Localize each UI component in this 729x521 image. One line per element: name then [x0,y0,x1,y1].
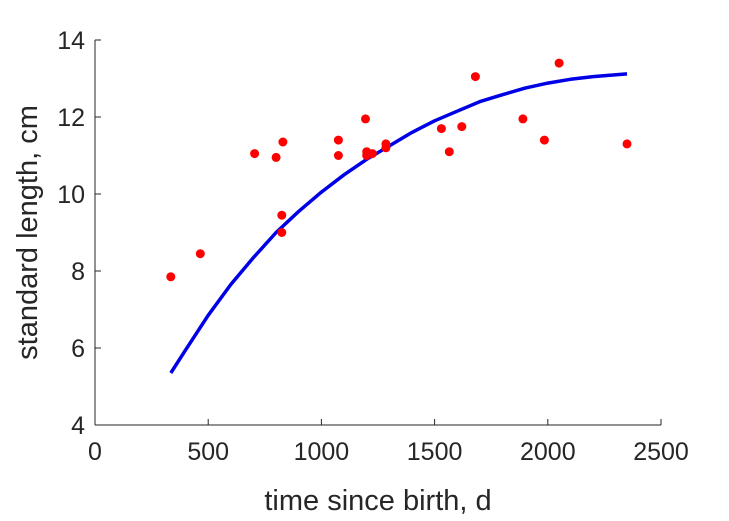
axes [94,40,661,426]
x-axis-ticks: 0 500 1000 1500 2000 2500 [88,419,689,466]
data-point [333,135,343,145]
data-point [444,147,454,157]
data-point [381,143,391,153]
data-point [518,114,528,124]
x-tick-label: 500 [187,438,229,466]
data-point [333,151,343,160]
data-point [539,135,549,145]
data-point [166,272,176,282]
x-tick-label: 1000 [294,438,350,466]
data-point [271,152,281,162]
data-point [622,139,632,149]
data-point [250,149,260,159]
data-point [436,124,446,134]
y-axis-label: standard length, cm [12,105,44,360]
x-tick-label: 2500 [633,438,689,466]
x-tick-label: 0 [88,438,102,466]
data-point [470,72,480,82]
data-point [457,122,467,132]
y-tick-label: 12 [57,104,85,132]
y-tick-label: 6 [71,335,85,363]
y-tick-label: 4 [71,412,85,440]
data-point [277,228,287,237]
y-tick-label: 14 [57,27,85,55]
y-tick-label: 8 [71,258,85,286]
data-points [166,58,632,282]
data-point [554,58,564,68]
data-point [195,249,205,259]
y-tick-label: 10 [57,181,85,209]
x-tick-label: 2000 [520,438,576,466]
data-point [367,149,377,159]
y-axis-ticks: 4 6 8 10 12 14 [57,27,101,440]
data-point [278,137,288,147]
fit-curve-line [169,72,628,374]
data-point [277,210,287,220]
data-point [361,114,370,124]
x-axis-label: time since birth, d [264,485,491,517]
x-tick-label: 1500 [407,438,463,466]
